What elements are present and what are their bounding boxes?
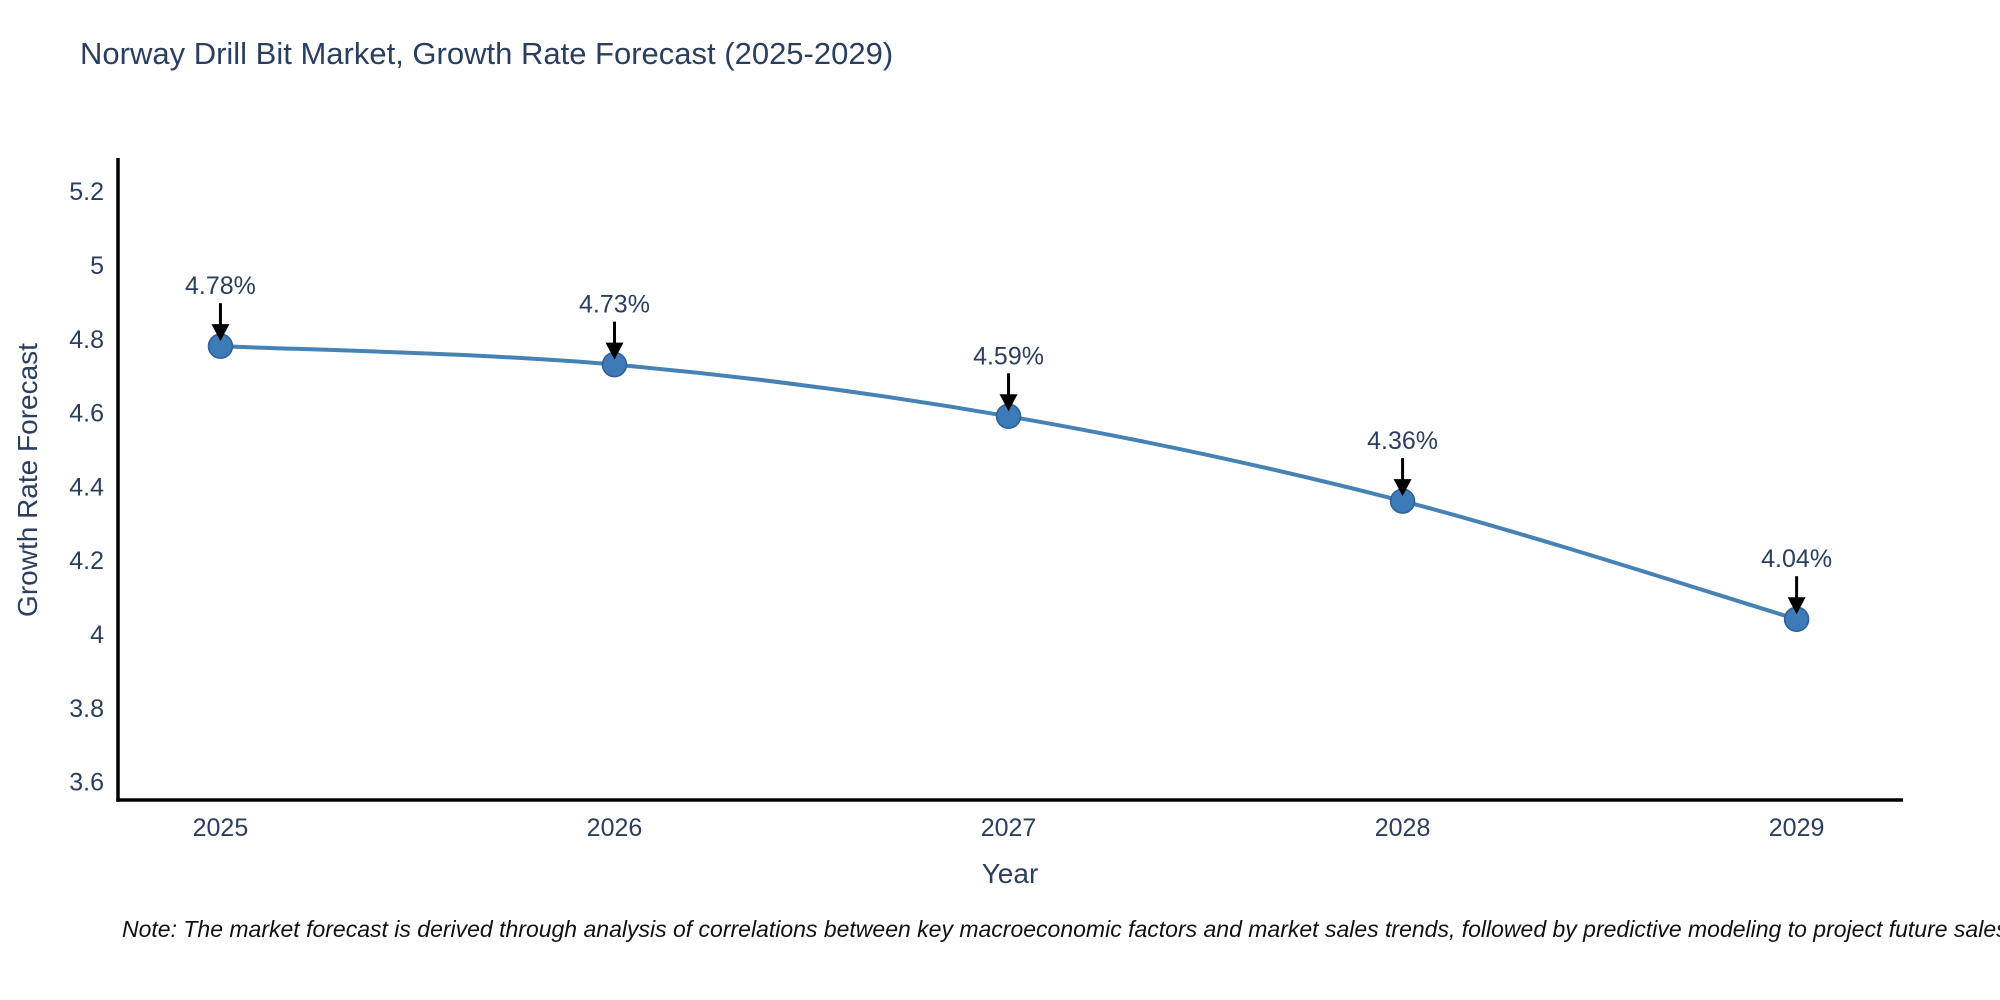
data-point-label: 4.73% xyxy=(579,291,650,319)
chart-title: Norway Drill Bit Market, Growth Rate For… xyxy=(80,36,894,71)
y-tick-label: 4.4 xyxy=(69,473,104,501)
y-tick-label: 3.6 xyxy=(69,769,104,797)
data-point-label: 4.36% xyxy=(1367,427,1438,455)
data-point-label: 4.04% xyxy=(1761,545,1832,573)
data-point-label: 4.78% xyxy=(185,272,256,300)
x-tick-label: 2026 xyxy=(587,814,643,842)
y-axis-label: Growth Rate Forecast xyxy=(12,343,43,617)
y-tick-label: 4 xyxy=(90,621,104,649)
footnote: Note: The market forecast is derived thr… xyxy=(122,916,2000,942)
x-tick-label: 2028 xyxy=(1375,814,1431,842)
annotation-arrowhead-icon xyxy=(1393,479,1412,497)
y-tick-label: 3.8 xyxy=(69,695,104,723)
y-tick-label: 5.2 xyxy=(69,178,104,206)
y-tick-label: 5 xyxy=(90,252,104,280)
data-point-label: 4.59% xyxy=(973,342,1044,370)
x-tick-label: 2025 xyxy=(193,814,249,842)
y-tick-label: 4.6 xyxy=(69,400,104,428)
annotation-arrowhead-icon xyxy=(999,394,1018,412)
y-tick-label: 4.2 xyxy=(69,547,104,575)
annotation-arrowhead-icon xyxy=(211,324,230,342)
annotation-arrowhead-icon xyxy=(1787,597,1806,615)
annotation-arrowhead-icon xyxy=(605,342,624,360)
x-axis-label: Year xyxy=(981,858,1039,889)
y-tick-label: 4.8 xyxy=(69,326,104,354)
x-tick-label: 2027 xyxy=(981,814,1037,842)
x-tick-label: 2029 xyxy=(1769,814,1825,842)
